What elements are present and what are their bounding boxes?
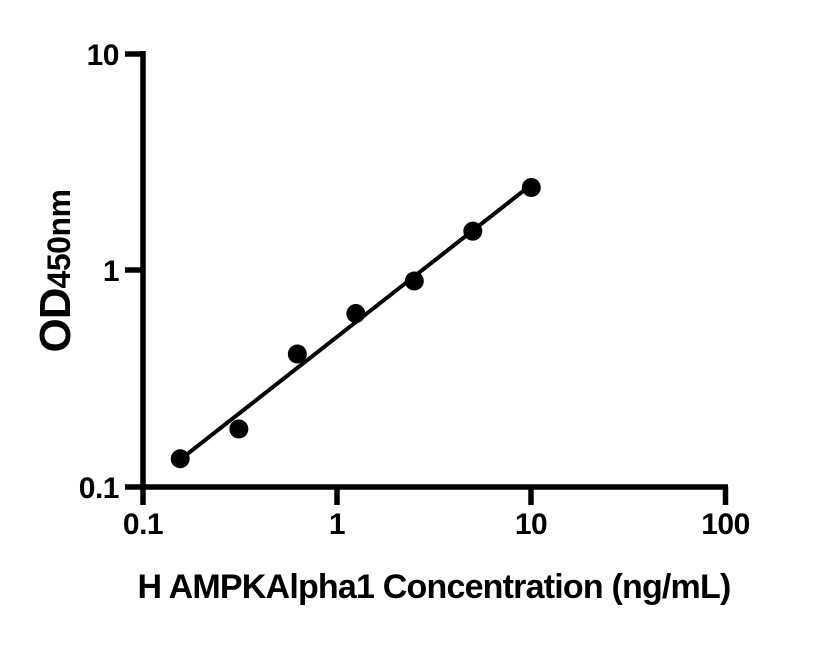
data-point xyxy=(170,449,190,469)
y-tick-label-0.1: 0.1 xyxy=(79,472,119,505)
x-tick-label-0.1: 0.1 xyxy=(123,508,163,541)
data-point xyxy=(287,344,307,364)
x-axis-title: H AMPKAlpha1 Concentration (ng/mL) xyxy=(138,568,731,606)
data-point xyxy=(463,221,483,241)
y-axis-ticks xyxy=(125,51,143,490)
data-point xyxy=(521,177,541,197)
y-tick-label-10: 10 xyxy=(87,39,119,72)
x-tick-label-10: 10 xyxy=(515,508,547,541)
data-point xyxy=(229,419,249,439)
y-axis-title-main: OD xyxy=(31,288,80,352)
data-point xyxy=(404,271,424,291)
data-point xyxy=(346,304,366,324)
x-tick-label-100: 100 xyxy=(701,508,750,541)
y-tick-label-1: 1 xyxy=(103,255,119,288)
plot-layer xyxy=(170,177,541,469)
x-axis-ticks xyxy=(140,487,729,505)
y-axis-title-sub: 450nm xyxy=(41,190,77,289)
x-tick-label-1: 1 xyxy=(329,508,345,541)
y-axis-title: OD450nm xyxy=(31,190,80,353)
